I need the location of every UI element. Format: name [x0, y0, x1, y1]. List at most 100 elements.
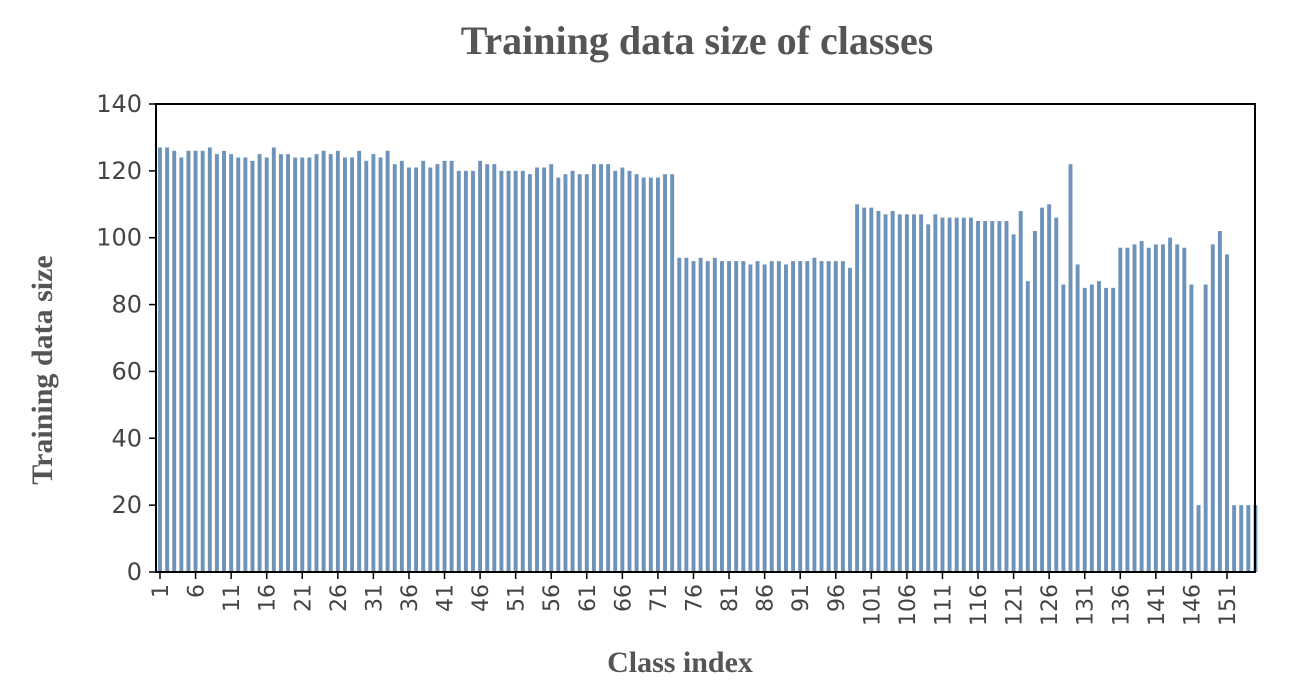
- x-tick-label: 1: [149, 584, 174, 598]
- x-tick-label: 96: [825, 584, 850, 612]
- bar-class-60: [577, 174, 582, 572]
- bar-class-91: [798, 261, 803, 572]
- x-tick-label: 136: [1109, 584, 1134, 626]
- bar-class-11: [229, 154, 234, 572]
- bar-class-24: [321, 150, 326, 573]
- bar-class-83: [741, 261, 746, 572]
- bar-class-109: [926, 224, 931, 572]
- bar-class-147: [1196, 505, 1201, 572]
- bar-class-132: [1089, 284, 1094, 572]
- bar-class-52: [520, 170, 525, 573]
- bar-class-119: [997, 221, 1002, 572]
- x-tick-label: 16: [256, 584, 281, 612]
- x-tick-label: 61: [576, 584, 601, 612]
- x-tick-label: 76: [683, 584, 708, 612]
- bar-class-115: [968, 217, 973, 572]
- bar-class-98: [848, 267, 852, 572]
- bar-class-143: [1168, 237, 1173, 572]
- x-tick-label: 126: [1038, 584, 1063, 626]
- bar-class-82: [734, 261, 739, 572]
- bar-class-138: [1132, 244, 1137, 572]
- y-tick-label: 0: [127, 558, 142, 586]
- bar-class-53: [527, 174, 532, 572]
- bar-class-66: [620, 167, 625, 572]
- bar-class-76: [691, 261, 696, 572]
- bar-class-48: [492, 164, 497, 573]
- bar-class-90: [791, 261, 796, 572]
- bar-class-69: [641, 177, 646, 573]
- bar-class-70: [648, 177, 653, 573]
- bar-class-75: [684, 257, 689, 572]
- bar-class-150: [1217, 231, 1222, 572]
- bar-class-142: [1161, 244, 1165, 572]
- plot-frame: [155, 103, 1256, 573]
- bar-class-64: [606, 164, 611, 573]
- bar-class-4: [179, 157, 184, 573]
- bar-class-102: [876, 210, 881, 572]
- bar-class-3: [172, 150, 177, 573]
- bar-class-78: [705, 261, 710, 572]
- bar-class-88: [776, 261, 781, 572]
- bar-class-123: [1025, 281, 1030, 572]
- bar-class-63: [599, 164, 603, 573]
- bar-class-149: [1210, 244, 1215, 572]
- bar-class-28: [350, 157, 355, 573]
- x-tick-label: 11: [220, 584, 245, 612]
- bar-class-126: [1047, 204, 1052, 573]
- bar-class-17: [271, 147, 276, 572]
- bar-class-38: [421, 160, 426, 572]
- bar-class-71: [655, 177, 660, 573]
- bar-class-59: [570, 170, 575, 573]
- bar-class-113: [954, 217, 959, 572]
- bar-class-6: [193, 150, 198, 573]
- bar-class-79: [712, 257, 717, 572]
- bar-class-135: [1111, 287, 1116, 572]
- bar-class-72: [663, 174, 667, 572]
- bar-class-136: [1118, 247, 1123, 573]
- bar-class-14: [250, 160, 255, 572]
- bar-class-120: [1004, 221, 1009, 572]
- bar-class-31: [371, 154, 376, 572]
- bar-class-106: [904, 214, 909, 572]
- bar-class-20: [293, 157, 298, 573]
- bar-class-114: [961, 217, 966, 572]
- bar-class-50: [506, 170, 511, 573]
- bar-class-128: [1061, 284, 1066, 572]
- bar-class-29: [357, 150, 362, 573]
- bar-class-18: [278, 154, 283, 572]
- x-tick-label: 141: [1145, 584, 1170, 626]
- bar-class-140: [1146, 247, 1151, 573]
- bar-class-107: [912, 214, 916, 572]
- x-tick-label: 31: [362, 584, 387, 612]
- bar-class-146: [1189, 284, 1194, 572]
- y-tick-label: 100: [96, 224, 142, 252]
- bar-class-89: [784, 264, 788, 572]
- bar-class-148: [1203, 284, 1208, 572]
- bar-class-125: [1040, 207, 1044, 572]
- bar-class-116: [976, 221, 980, 572]
- bar-class-80: [719, 261, 724, 572]
- x-axis-label: Class index: [607, 646, 753, 679]
- bar-class-37: [414, 167, 419, 572]
- bar-class-86: [762, 264, 767, 572]
- y-tick-label: 80: [111, 291, 142, 319]
- bar-class-131: [1082, 287, 1087, 572]
- bar-class-41: [442, 160, 447, 572]
- bar-class-57: [556, 177, 561, 573]
- bar-class-81: [727, 261, 732, 572]
- bar-class-56: [549, 164, 554, 573]
- x-tick-label: 51: [505, 584, 530, 612]
- bar-class-145: [1182, 247, 1187, 573]
- bar-class-2: [165, 147, 170, 572]
- x-tick-label: 41: [434, 584, 459, 612]
- bar-class-101: [869, 207, 874, 572]
- x-tick-label: 26: [327, 584, 352, 612]
- bar-class-21: [300, 157, 305, 573]
- x-tick-label: 151: [1216, 584, 1241, 626]
- chart-title: Training data size of classes: [461, 18, 934, 63]
- bar-class-84: [748, 264, 753, 572]
- x-tick-label: 21: [291, 584, 316, 612]
- bar-class-36: [407, 167, 411, 572]
- y-axis-label: Training data size: [26, 255, 59, 484]
